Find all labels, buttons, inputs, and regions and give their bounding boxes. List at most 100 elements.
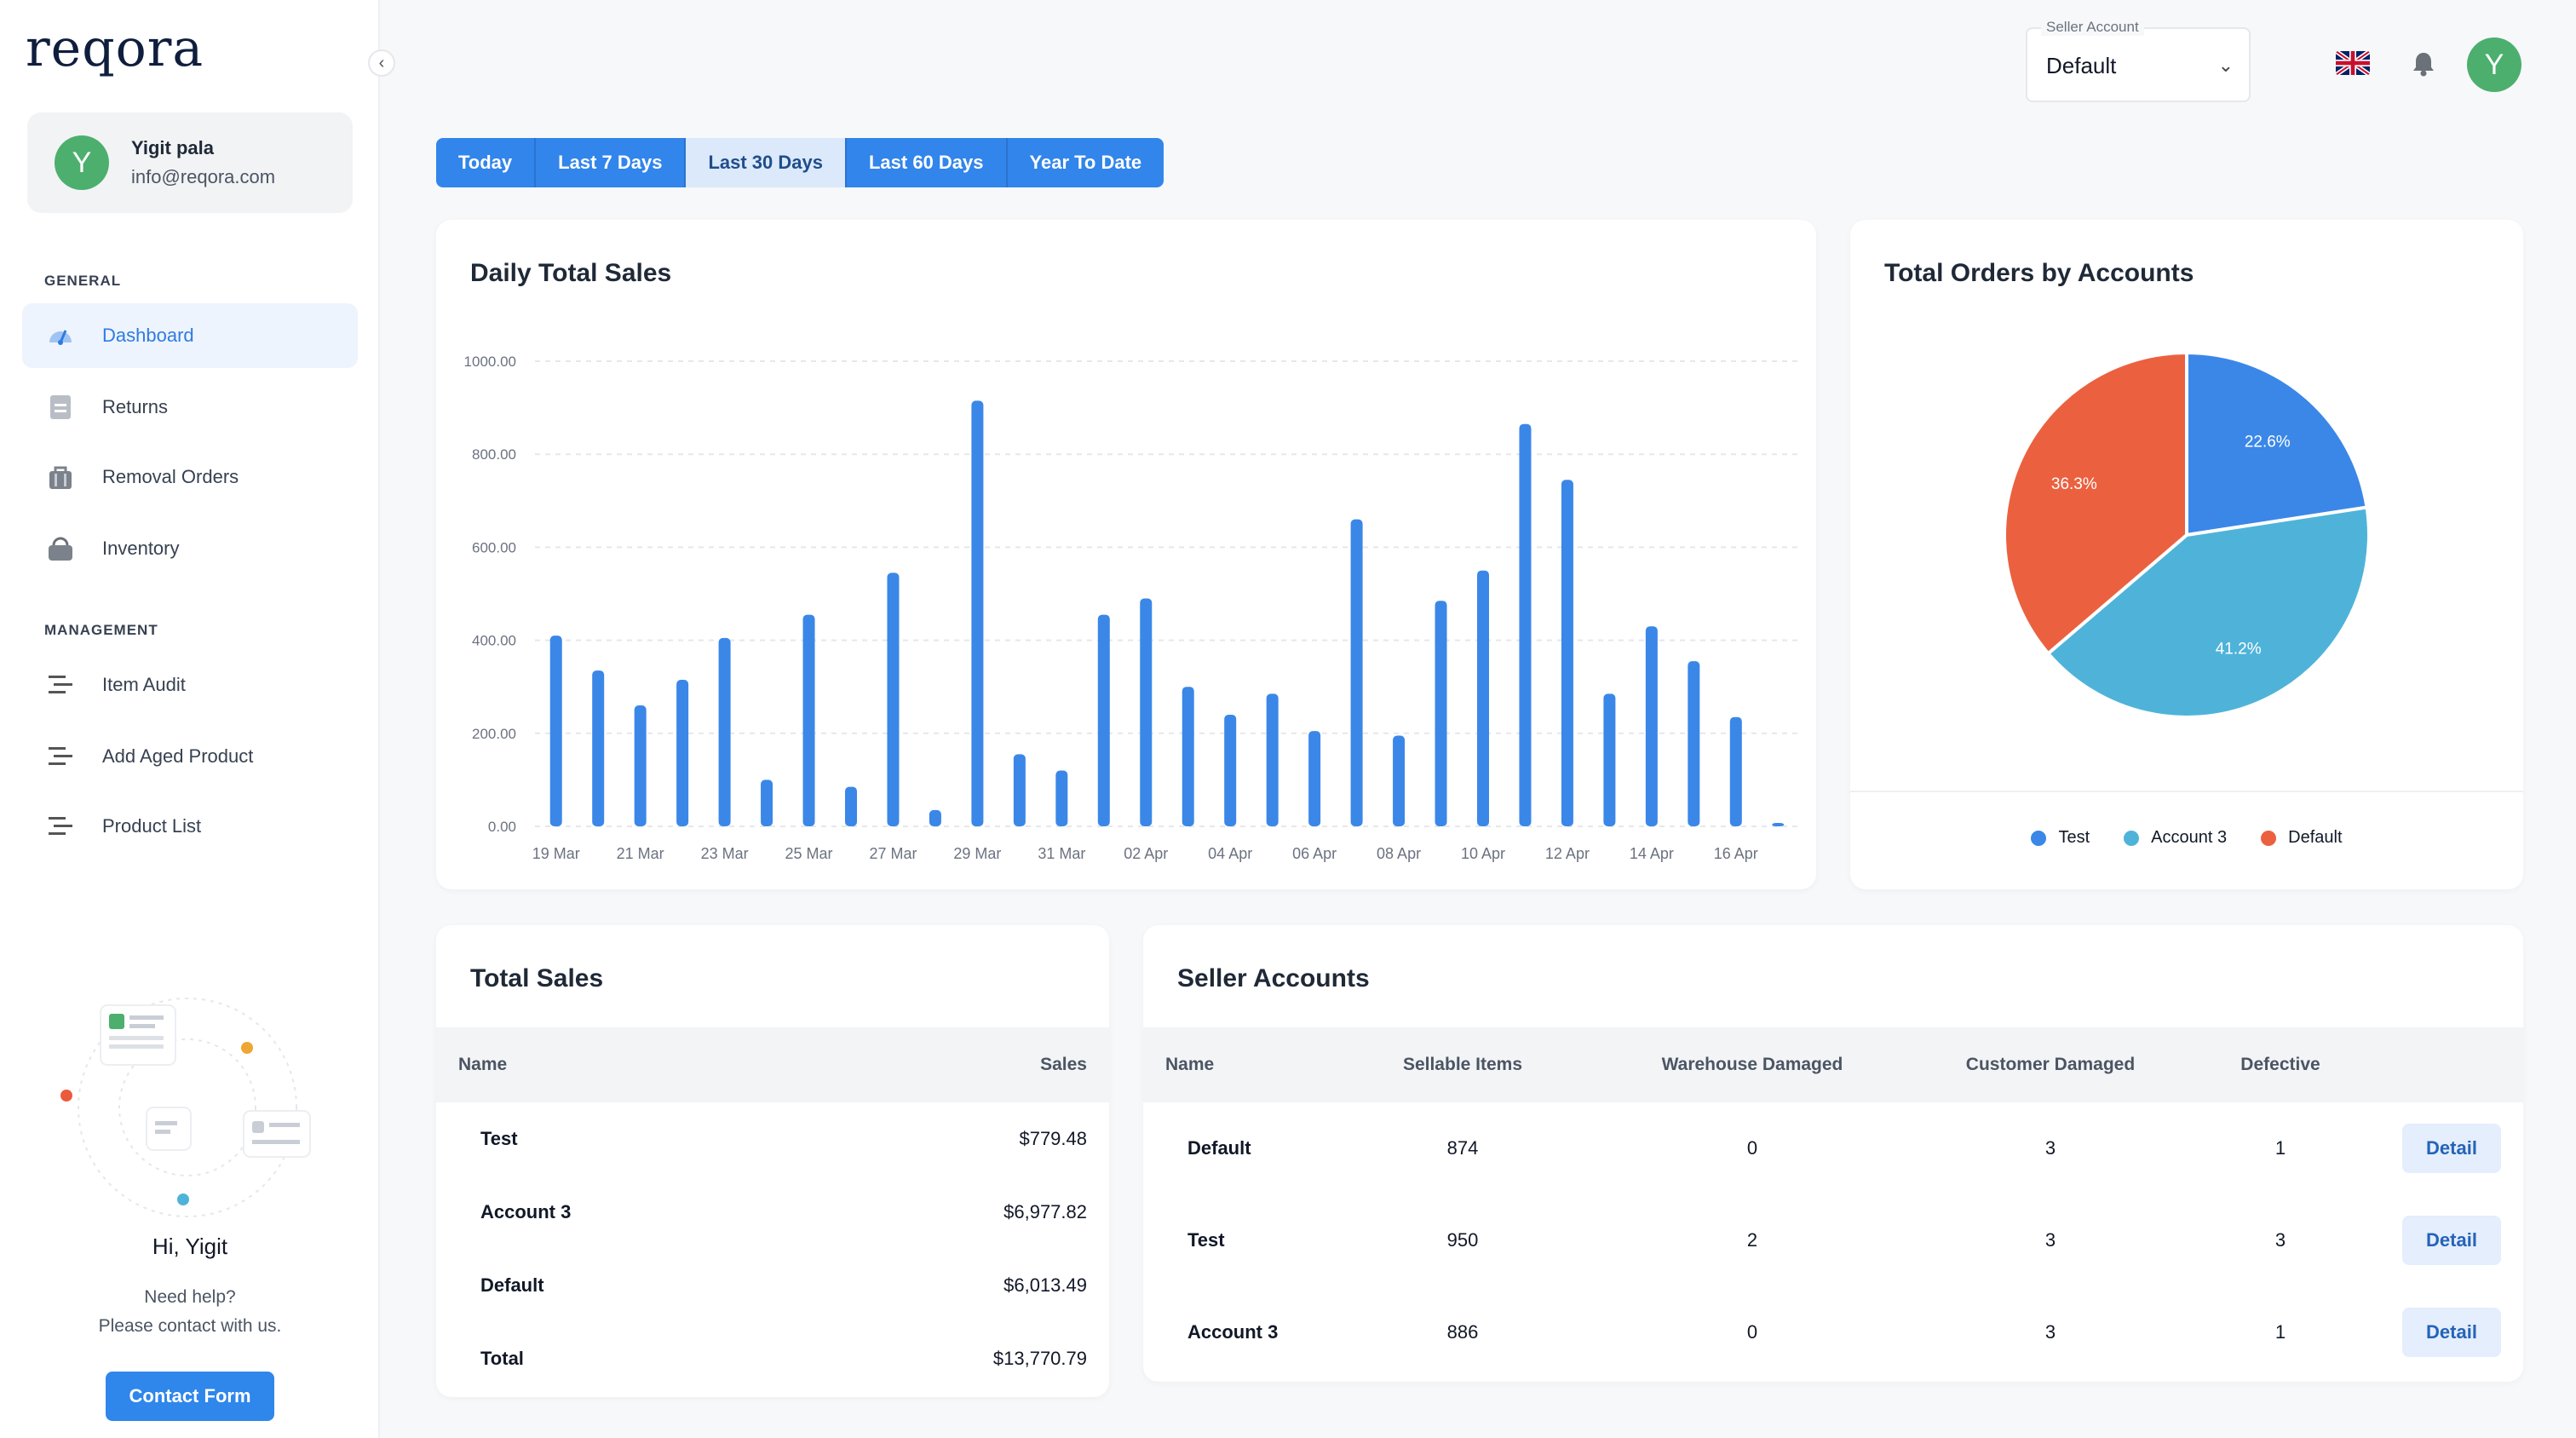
row-defective: 3	[2274, 1229, 2286, 1251]
seller-accounts-table: Name Sellable Items Warehouse Damaged Cu…	[1143, 1027, 2523, 1378]
detail-button[interactable]: Detail	[2402, 1216, 2501, 1265]
legend-item-account-3[interactable]: Account 3	[2124, 828, 2227, 848]
bar[interactable]	[1182, 687, 1194, 826]
bar[interactable]	[549, 636, 562, 826]
bar[interactable]	[1729, 716, 1742, 826]
bar[interactable]	[1308, 731, 1321, 826]
basket-icon	[46, 534, 75, 563]
sidebar-item-product-list[interactable]: Product List	[22, 794, 358, 859]
pie-legend: Test Account 3 Default	[1850, 828, 2523, 848]
bar[interactable]	[1477, 570, 1489, 826]
sidebar-item-add-aged-product[interactable]: Add Aged Product	[22, 724, 358, 789]
y-tick-label: 800.00	[472, 446, 516, 463]
range-last-30-days-button[interactable]: Last 30 Days	[686, 138, 847, 187]
sidebar-item-label: Inventory	[102, 538, 180, 559]
column-header-name: Name	[458, 1055, 508, 1074]
bar[interactable]	[634, 705, 647, 826]
x-tick-label: 29 Mar	[953, 845, 1001, 862]
bar[interactable]	[676, 680, 689, 826]
bar[interactable]	[1519, 423, 1532, 826]
uk-flag-icon[interactable]	[2336, 51, 2370, 75]
bar[interactable]	[1266, 693, 1279, 826]
bar[interactable]	[1561, 480, 1573, 826]
bar[interactable]	[1645, 626, 1658, 826]
column-header-sellable: Sellable Items	[1402, 1055, 1523, 1074]
detail-button[interactable]: Detail	[2402, 1124, 2501, 1173]
bar[interactable]	[761, 779, 773, 826]
collapse-sidebar-button[interactable]: ‹	[368, 49, 395, 77]
bar[interactable]	[1772, 823, 1785, 826]
bar[interactable]	[1055, 770, 1068, 826]
detail-button[interactable]: Detail	[2402, 1308, 2501, 1357]
bar[interactable]	[929, 809, 941, 826]
bar[interactable]	[971, 400, 984, 826]
sidebar-item-item-audit[interactable]: Item Audit	[22, 653, 358, 717]
y-tick-label: 400.00	[472, 633, 516, 649]
pie-slice[interactable]	[2003, 350, 2188, 656]
legend-divider	[1850, 791, 2523, 792]
help-illustration	[60, 998, 311, 1217]
seller-accounts-title: Seller Accounts	[1177, 964, 1370, 992]
header-avatar[interactable]: Y	[2467, 37, 2521, 92]
daily-sales-title: Daily Total Sales	[470, 259, 672, 287]
bar[interactable]	[887, 572, 900, 826]
bar[interactable]	[1688, 661, 1700, 826]
sidebar-item-dashboard[interactable]: Dashboard	[22, 303, 358, 368]
sidebar-item-label: Add Aged Product	[102, 745, 254, 767]
bar[interactable]	[1350, 519, 1363, 826]
reqora-logo[interactable]: reqora	[26, 19, 204, 78]
bar[interactable]	[592, 670, 605, 826]
range-today-button[interactable]: Today	[436, 138, 537, 187]
row-name: Default	[1187, 1137, 1251, 1159]
user-card: Y Yigit pala info@reqora.com	[27, 112, 353, 213]
bar[interactable]	[1140, 598, 1153, 826]
pie-slice[interactable]	[2185, 350, 2369, 538]
row-defective: 1	[2274, 1137, 2286, 1159]
range-last-7-days-button[interactable]: Last 7 Days	[536, 138, 687, 187]
bar[interactable]	[1603, 693, 1616, 826]
table-row: Account 3 886 0 3 1 Detail	[1143, 1286, 2523, 1378]
total-sales-card: Total Sales Name Sales Test $779.48 Acco…	[436, 925, 1109, 1397]
x-tick-label: 25 Mar	[785, 845, 833, 862]
daily-sales-card: Daily Total Sales 1000.00 800.00 600.00 400…	[436, 220, 1816, 889]
sidebar-item-removal-orders[interactable]: Removal Orders	[22, 445, 358, 509]
column-header-action	[2378, 1027, 2523, 1102]
section-label-management: MANAGEMENT	[44, 622, 158, 638]
row-warehouse: 0	[1746, 1321, 1758, 1343]
bar[interactable]	[1435, 601, 1447, 826]
row-name: Total	[480, 1348, 524, 1369]
bar[interactable]	[802, 614, 815, 826]
bar[interactable]	[1013, 754, 1026, 826]
bell-icon[interactable]	[2409, 49, 2438, 78]
legend-label: Default	[2288, 828, 2343, 847]
seller-account-select[interactable]: Seller Account Default ⌄	[2026, 19, 2251, 102]
row-name: Test	[1187, 1229, 1225, 1251]
column-header-sales: Sales	[1040, 1055, 1087, 1074]
sidebar-item-label: Product List	[102, 815, 202, 837]
range-year-to-date-button[interactable]: Year To Date	[1007, 138, 1164, 187]
bag-icon	[46, 463, 75, 492]
dashboard-icon	[46, 321, 75, 350]
pie-slice[interactable]	[2045, 505, 2371, 719]
column-header-warehouse: Warehouse Damaged	[1661, 1055, 1843, 1074]
bar[interactable]	[845, 786, 857, 826]
row-name: Default	[480, 1274, 544, 1296]
bar[interactable]	[1224, 714, 1237, 826]
x-tick-label: 10 Apr	[1461, 845, 1505, 862]
sidebar-item-inventory[interactable]: Inventory	[22, 516, 358, 581]
bar[interactable]	[1097, 614, 1110, 826]
sidebar-item-returns[interactable]: Returns	[22, 375, 358, 440]
contact-form-button[interactable]: Contact Form	[106, 1372, 274, 1421]
legend-item-test[interactable]: Test	[2031, 828, 2090, 848]
legend-item-default[interactable]: Default	[2261, 828, 2343, 848]
row-name: Test	[480, 1128, 518, 1149]
bar[interactable]	[1393, 735, 1406, 826]
seller-account-label: Seller Account	[2041, 19, 2144, 36]
x-tick-label: 31 Mar	[1038, 845, 1085, 862]
range-last-60-days-button[interactable]: Last 60 Days	[846, 138, 1008, 187]
x-tick-label: 02 Apr	[1124, 845, 1168, 862]
bar[interactable]	[718, 637, 731, 826]
row-defective: 1	[2274, 1321, 2286, 1343]
legend-label: Account 3	[2151, 828, 2228, 847]
row-warehouse: 0	[1746, 1137, 1758, 1159]
